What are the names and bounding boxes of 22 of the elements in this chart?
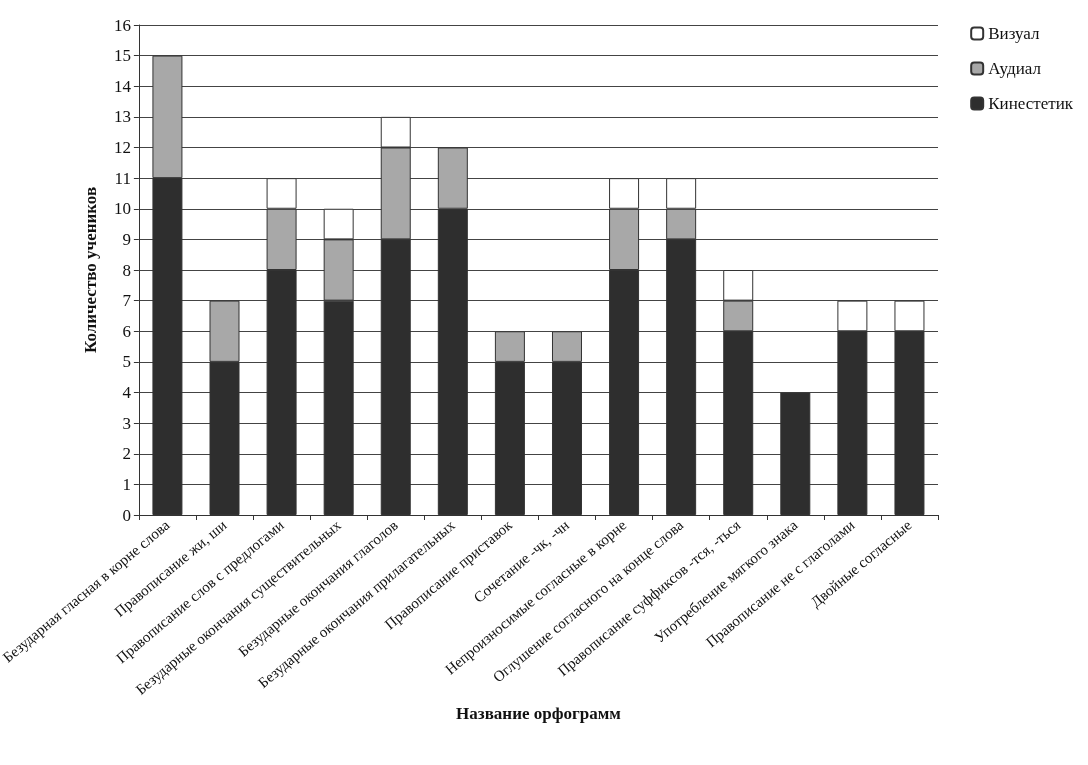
y-tick-label: 2 [122, 444, 131, 464]
y-tick-label: 14 [113, 76, 132, 96]
legend-label: Визуал [988, 24, 1040, 43]
legend-label: Аудиал [988, 59, 1042, 78]
y-tick-label: 13 [113, 107, 131, 127]
y-tick-label: 12 [113, 138, 131, 157]
y-tick-label: 10 [113, 199, 131, 219]
y-tick-label: 11 [114, 168, 131, 188]
y-tick-label: 7 [122, 291, 132, 311]
x-axis-title: Название орфограмм [456, 704, 622, 723]
y-tick-label: 0 [122, 505, 131, 525]
y-tick-label: 15 [113, 46, 131, 66]
y-tick-label: 5 [122, 352, 131, 372]
legend-label: Кинестетик [988, 94, 1074, 113]
y-axis-title: Количество учеников [80, 186, 100, 354]
y-tick-label: 8 [122, 260, 131, 280]
y-tick-label: 6 [122, 321, 131, 341]
y-tick-label: 3 [122, 413, 131, 433]
y-tick-label: 9 [122, 229, 131, 249]
y-tick-label: 16 [113, 15, 131, 35]
y-tick-label: 4 [122, 383, 132, 402]
y-tick-label: 1 [122, 474, 131, 494]
